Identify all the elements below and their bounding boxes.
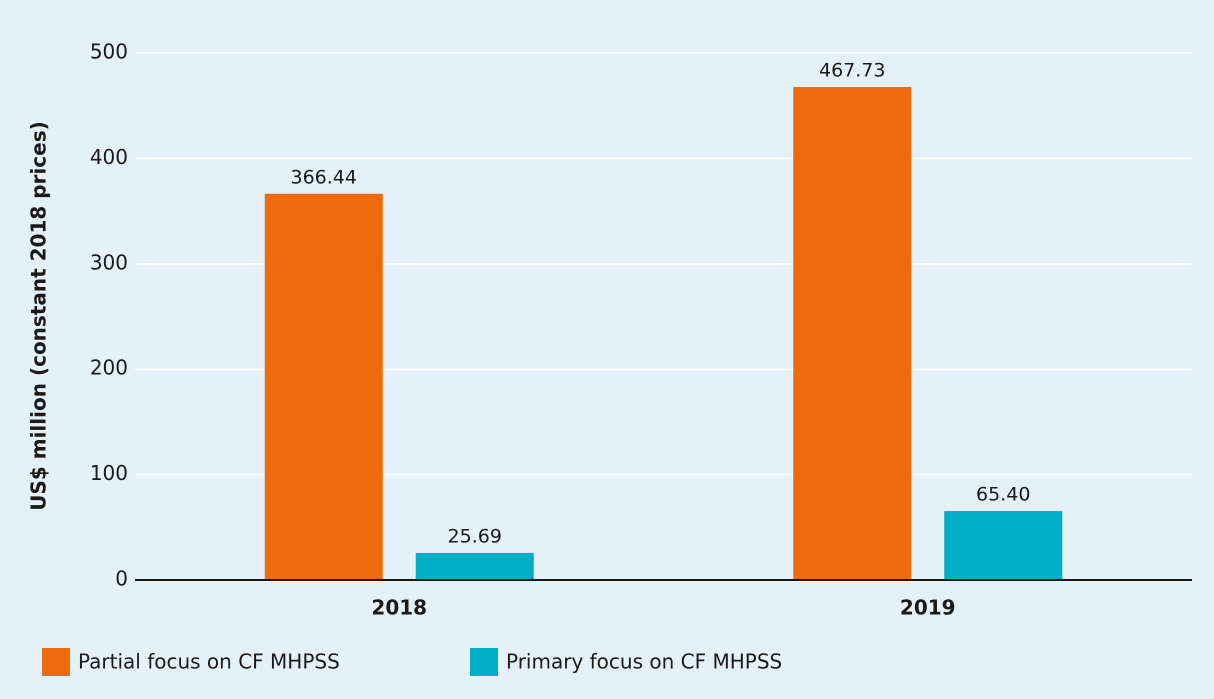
legend-swatch: [470, 648, 498, 676]
bar: [944, 511, 1063, 580]
value-label: 366.44: [291, 166, 357, 188]
legend-swatch: [42, 648, 70, 676]
legend-label: Partial focus on CF MHPSS: [78, 650, 340, 674]
value-label: 65.40: [976, 484, 1030, 506]
x-tick-label: 2018: [371, 596, 427, 620]
bar: [415, 552, 534, 580]
y-tick-label: 400: [90, 145, 128, 169]
value-label: 467.73: [819, 60, 885, 82]
y-tick-label: 300: [90, 250, 128, 274]
bar: [793, 87, 912, 581]
y-tick-label: 500: [90, 40, 128, 64]
y-tick-label: 100: [90, 461, 128, 485]
value-label: 25.69: [448, 525, 502, 547]
legend-label: Primary focus on CF MHPSS: [506, 650, 782, 674]
x-tick-label: 2019: [900, 596, 956, 620]
y-tick-label: 0: [115, 567, 128, 591]
bar: [264, 193, 383, 580]
y-tick-label: 200: [90, 356, 128, 380]
y-axis-label: US$ million (constant 2018 prices): [27, 121, 51, 511]
